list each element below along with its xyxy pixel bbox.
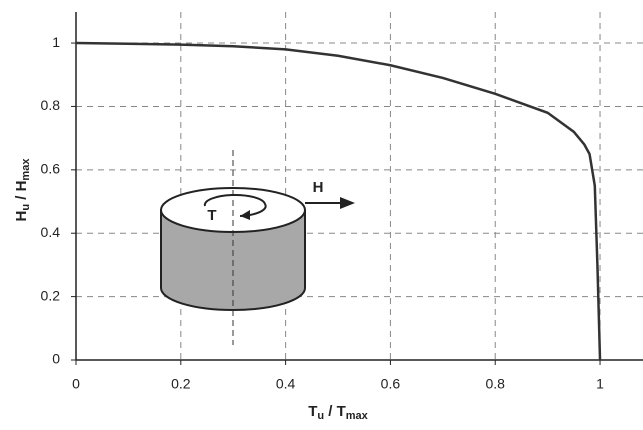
x-axis-label: Tu / Tmax — [308, 403, 368, 422]
label-part: H — [13, 211, 30, 222]
data-line — [76, 43, 600, 360]
y-tick-label: 0 — [52, 351, 60, 367]
y-tick-label: 0.8 — [41, 97, 61, 113]
label-part: max — [20, 158, 32, 181]
y-tick-label: 0.6 — [41, 161, 61, 177]
label-part: u — [20, 204, 32, 211]
y-axis-label: Hu / Hmax — [13, 158, 32, 222]
chart: T H Tu / Tmax Hu / Hmax 00.20.40.60.8100… — [0, 0, 643, 430]
x-tick-label: 0.6 — [381, 376, 401, 392]
label-part: u — [317, 410, 324, 422]
y-tick-label: 1 — [52, 34, 60, 50]
x-tick-label: 0.8 — [485, 376, 505, 392]
x-tick-label: 0.2 — [171, 376, 191, 392]
x-tick-label: 0.4 — [276, 376, 296, 392]
label-part: max — [346, 410, 369, 422]
y-tick-label: 0.2 — [41, 287, 61, 303]
x-tick-label: 0 — [72, 376, 80, 392]
label-part: / T — [324, 403, 346, 420]
inset-drawing: T H — [161, 150, 355, 345]
annotation: T — [207, 207, 216, 224]
page: T H Tu / Tmax Hu / Hmax 00.20.40.60.8100… — [0, 0, 643, 430]
x-tick-label: 1 — [596, 376, 604, 392]
label-part: T — [308, 403, 317, 420]
annotation: H — [313, 179, 324, 196]
y-tick-label: 0.4 — [41, 224, 61, 240]
label-part: / H — [13, 181, 30, 204]
